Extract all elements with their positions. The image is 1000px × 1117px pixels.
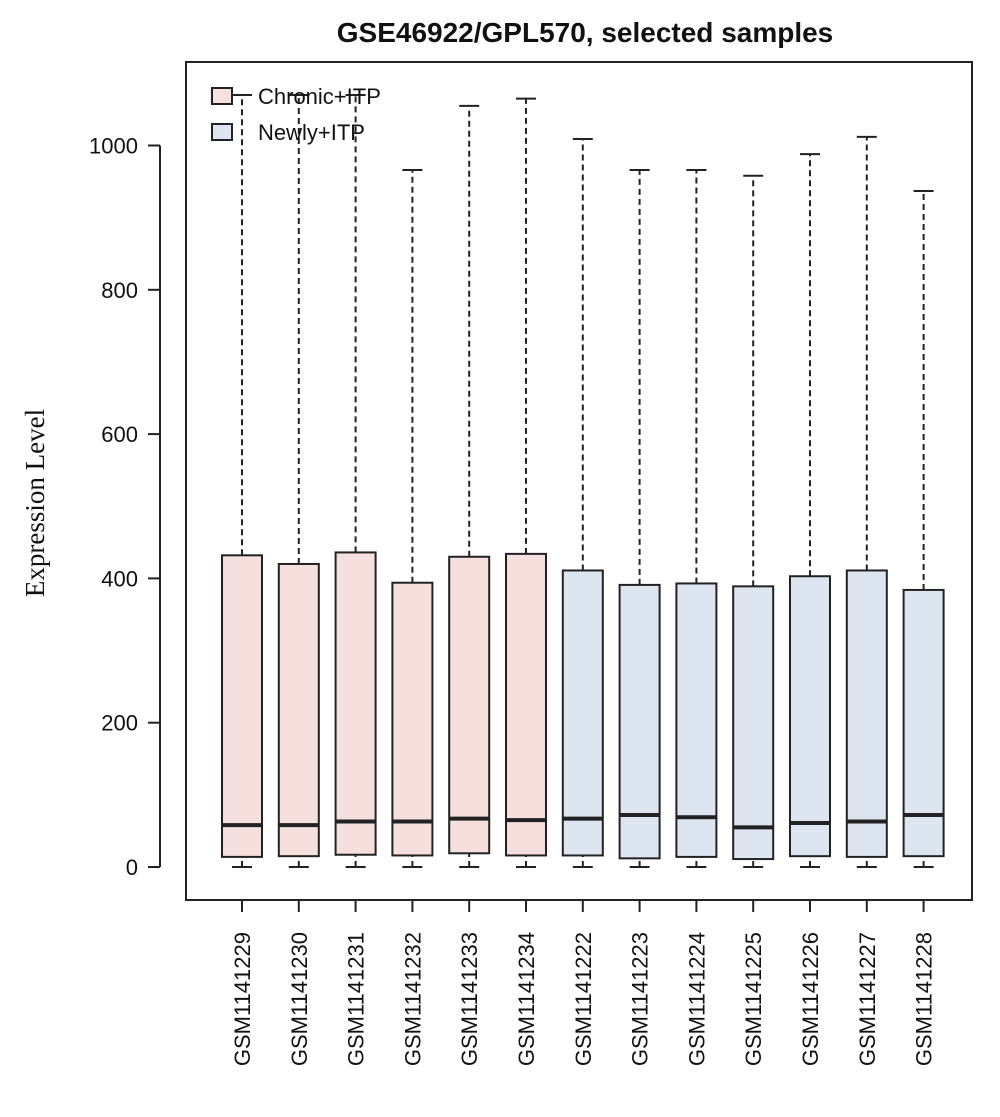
x-tick-label: GSM1141229 — [230, 932, 255, 1066]
box-GSM1141222 — [561, 138, 604, 868]
box-GSM1141232 — [391, 169, 434, 868]
legend-label: Newly+ITP — [258, 120, 365, 145]
box-iqr — [505, 552, 547, 857]
box-GSM1141226 — [789, 153, 831, 868]
x-axis-labels: GSM1141229 GSM1141230 GSM1141231 GSM1141232… — [230, 899, 937, 1066]
x-tick-label: GSM1141222 — [571, 932, 596, 1066]
box-iqr — [448, 555, 491, 855]
box-iqr — [732, 585, 775, 861]
y-tick-label: 400 — [101, 566, 138, 591]
box-iqr — [334, 551, 377, 856]
x-tick-label: GSM1141234 — [514, 932, 539, 1066]
y-tick-label: 1000 — [89, 134, 138, 159]
box-iqr — [675, 582, 718, 858]
box-GSM1141223 — [618, 169, 661, 868]
box-GSM1141233 — [448, 104, 491, 868]
box-iqr — [277, 562, 320, 858]
box-GSM1141228 — [902, 189, 945, 868]
box-iqr — [789, 575, 831, 858]
x-tick-label: GSM1141232 — [400, 932, 425, 1066]
legend-label: Chronic+ITP — [258, 84, 381, 109]
box-GSM1141224 — [675, 169, 718, 868]
box-GSM1141229 — [221, 93, 263, 868]
box-GSM1141231 — [334, 93, 377, 868]
y-tick-label: 600 — [101, 422, 138, 447]
y-tick-label: 0 — [126, 855, 138, 880]
x-tick-label: GSM1141227 — [855, 932, 880, 1066]
y-axis-label: Expression Level — [20, 409, 50, 597]
box-iqr — [902, 588, 945, 858]
box-GSM1141230 — [277, 93, 320, 868]
box-GSM1141227 — [845, 135, 888, 868]
box-GSM1141234 — [505, 97, 547, 868]
legend-swatch — [211, 87, 233, 105]
legend-swatch — [211, 123, 233, 141]
box-iqr — [221, 554, 263, 858]
x-tick-label: GSM1141233 — [457, 932, 482, 1066]
x-tick-label: GSM1141226 — [798, 932, 823, 1066]
y-axis: 0 200 400 600 800 1000 — [89, 134, 161, 880]
chart-title: GSE46922/GPL570, selected samples — [337, 17, 834, 48]
x-tick-label: GSM1141224 — [684, 932, 709, 1066]
box-iqr — [618, 583, 661, 860]
box-iqr — [561, 569, 604, 857]
x-tick-label: GSM1141230 — [287, 932, 312, 1066]
x-tick-label: GSM1141225 — [741, 932, 766, 1066]
y-tick-label: 200 — [101, 711, 138, 736]
box-iqr — [391, 581, 434, 857]
x-tick-label: GSM1141228 — [912, 932, 937, 1066]
x-tick-label: GSM1141231 — [344, 932, 369, 1066]
x-tick-label: GSM1141223 — [628, 932, 653, 1066]
y-tick-label: 800 — [101, 278, 138, 303]
boxes — [221, 93, 945, 868]
legend: Chronic+ITP Newly+ITP — [211, 84, 381, 145]
box-iqr — [845, 569, 888, 858]
box-GSM1141225 — [732, 174, 775, 868]
